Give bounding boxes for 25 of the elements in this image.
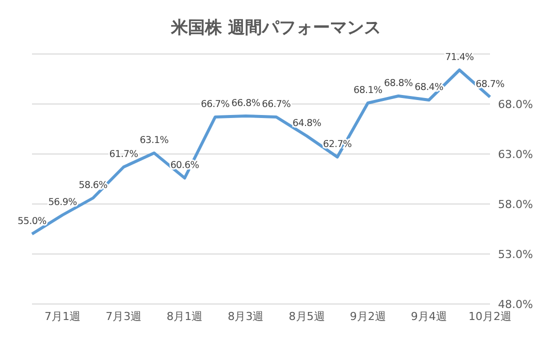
data-label: 66.8% bbox=[231, 98, 260, 109]
x-tick-label: 9月2週 bbox=[350, 310, 386, 323]
y-tick-label: 48.0% bbox=[498, 298, 533, 311]
x-tick-label: 9月4週 bbox=[410, 310, 447, 323]
data-label: 63.1% bbox=[140, 135, 169, 146]
y-tick-label: 63.0% bbox=[498, 148, 533, 161]
x-tick-label: 10月2週 bbox=[468, 310, 512, 323]
data-label: 66.7% bbox=[262, 99, 291, 110]
data-label: 66.7% bbox=[200, 99, 230, 110]
x-tick-label: 7月1週 bbox=[44, 310, 81, 323]
x-tick-label: 8月1週 bbox=[166, 310, 203, 323]
y-tick-label: 53.0% bbox=[498, 248, 533, 261]
data-label: 71.4% bbox=[445, 52, 474, 63]
chart-title: 米国株 週間パフォーマンス bbox=[170, 17, 382, 40]
y-tick-label: 68.0% bbox=[498, 98, 533, 111]
data-label: 68.1% bbox=[354, 85, 382, 96]
x-tick-label: 7月3週 bbox=[106, 310, 142, 323]
data-label: 56.9% bbox=[48, 197, 78, 208]
y-tick-label: 58.0% bbox=[498, 198, 533, 211]
x-tick-label: 8月5週 bbox=[288, 310, 325, 323]
data-label: 68.8% bbox=[384, 78, 414, 89]
data-label: 64.8% bbox=[292, 118, 322, 129]
data-label: 61.7% bbox=[109, 149, 138, 160]
data-label: 55.0% bbox=[18, 216, 47, 227]
x-tick-label: 8月3週 bbox=[228, 310, 264, 323]
